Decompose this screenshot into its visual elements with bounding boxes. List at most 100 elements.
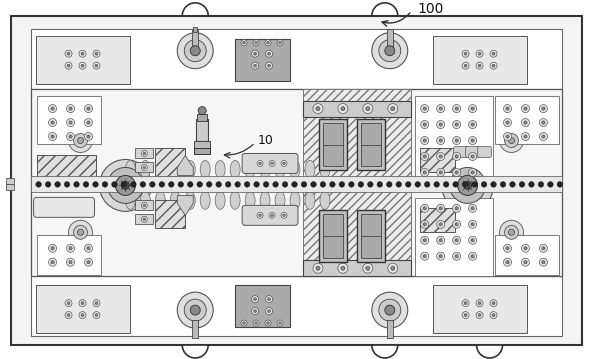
Circle shape (464, 314, 467, 317)
Circle shape (423, 171, 426, 174)
Circle shape (406, 182, 411, 187)
Circle shape (267, 322, 269, 324)
Circle shape (509, 229, 515, 235)
Circle shape (436, 136, 445, 145)
Circle shape (225, 182, 231, 187)
Ellipse shape (215, 191, 225, 209)
Circle shape (471, 207, 474, 210)
Bar (37, 155, 97, 181)
Circle shape (74, 134, 88, 148)
Circle shape (66, 244, 75, 252)
Circle shape (51, 107, 54, 110)
Circle shape (379, 40, 401, 62)
Circle shape (254, 310, 257, 313)
FancyBboxPatch shape (454, 146, 468, 158)
Circle shape (519, 182, 525, 187)
Circle shape (542, 121, 545, 124)
Circle shape (439, 123, 442, 126)
Circle shape (455, 139, 458, 142)
Ellipse shape (185, 160, 195, 178)
Circle shape (425, 182, 430, 187)
Circle shape (490, 62, 497, 69)
Circle shape (279, 322, 281, 324)
Circle shape (81, 64, 84, 67)
Circle shape (391, 266, 395, 270)
Bar (433, 285, 527, 333)
Circle shape (316, 107, 320, 111)
Circle shape (420, 168, 429, 176)
Circle shape (266, 50, 273, 57)
FancyBboxPatch shape (466, 146, 480, 158)
Circle shape (462, 62, 469, 69)
Bar (135, 200, 154, 210)
Circle shape (178, 182, 184, 187)
Ellipse shape (155, 191, 165, 209)
Circle shape (420, 153, 429, 160)
Circle shape (482, 182, 487, 187)
Circle shape (442, 159, 493, 211)
Circle shape (455, 123, 458, 126)
Circle shape (67, 314, 70, 317)
Circle shape (251, 50, 259, 57)
Bar (420, 149, 455, 172)
Circle shape (363, 263, 373, 273)
Circle shape (143, 218, 146, 220)
Bar (31, 89, 562, 276)
Circle shape (478, 52, 481, 55)
Circle shape (453, 182, 458, 187)
Circle shape (436, 104, 445, 113)
Circle shape (436, 220, 445, 228)
Circle shape (349, 182, 354, 187)
Circle shape (506, 121, 509, 124)
Bar (495, 95, 559, 144)
Circle shape (266, 296, 273, 303)
Circle shape (452, 236, 461, 244)
Circle shape (540, 258, 547, 266)
Circle shape (503, 104, 512, 113)
Circle shape (81, 302, 84, 304)
Bar (37, 200, 91, 214)
Circle shape (51, 135, 54, 138)
Circle shape (468, 104, 477, 113)
Bar (193, 27, 197, 32)
Circle shape (471, 155, 474, 158)
Bar (361, 214, 381, 258)
Wedge shape (372, 3, 398, 16)
Circle shape (471, 123, 474, 126)
Circle shape (66, 132, 75, 140)
Circle shape (439, 171, 442, 174)
Ellipse shape (185, 191, 195, 209)
Circle shape (423, 139, 426, 142)
Circle shape (420, 220, 429, 228)
Bar (303, 260, 411, 276)
Circle shape (341, 107, 345, 111)
Circle shape (420, 252, 429, 260)
Circle shape (267, 42, 269, 44)
Bar (495, 235, 559, 275)
Circle shape (95, 314, 98, 317)
Circle shape (468, 236, 477, 244)
Circle shape (478, 302, 481, 304)
Circle shape (524, 107, 527, 110)
Ellipse shape (290, 191, 300, 209)
Bar (192, 29, 198, 47)
Circle shape (301, 182, 307, 187)
Circle shape (140, 182, 146, 187)
Circle shape (472, 182, 477, 187)
Circle shape (462, 50, 469, 57)
Circle shape (439, 239, 442, 242)
Ellipse shape (305, 191, 315, 209)
Circle shape (557, 182, 563, 187)
Circle shape (271, 162, 273, 165)
Circle shape (159, 182, 165, 187)
Wedge shape (182, 3, 208, 16)
Bar (155, 200, 185, 228)
Circle shape (471, 139, 474, 142)
Circle shape (177, 33, 213, 69)
Circle shape (372, 292, 408, 328)
Circle shape (279, 42, 281, 44)
Circle shape (81, 314, 84, 317)
Circle shape (366, 266, 370, 270)
Circle shape (255, 322, 257, 324)
Ellipse shape (320, 160, 330, 178)
